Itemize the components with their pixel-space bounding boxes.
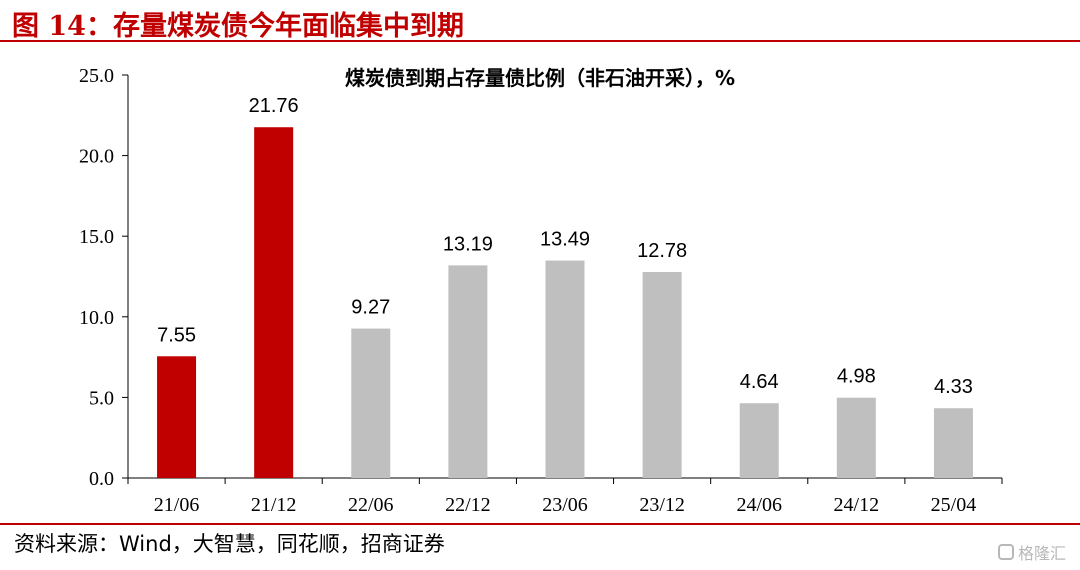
- data-label: 21.76: [249, 95, 299, 117]
- data-label: 4.64: [740, 371, 779, 393]
- y-tick-label: 0.0: [89, 468, 114, 490]
- x-tick-label: 23/12: [639, 494, 685, 516]
- source-note: 资料来源：Wind，大智慧，同花顺，招商证券: [14, 532, 445, 556]
- chart-title: 煤炭债到期占存量债比例（非石油开采），%: [345, 66, 735, 90]
- data-label: 9.27: [351, 297, 390, 319]
- title-divider: [0, 40, 1080, 42]
- bar: [157, 356, 197, 478]
- source-divider: [0, 523, 1080, 525]
- bar: [351, 328, 391, 478]
- data-label: 4.33: [934, 376, 973, 398]
- y-tick-label: 10.0: [79, 307, 114, 329]
- y-tick-label: 15.0: [79, 226, 114, 248]
- data-label: 13.19: [443, 233, 493, 255]
- y-tick-label: 25.0: [79, 65, 114, 87]
- bar: [254, 127, 294, 479]
- data-label: 12.78: [637, 240, 687, 262]
- data-label: 7.55: [157, 324, 196, 346]
- x-tick-label: 21/06: [154, 494, 200, 516]
- data-label: 13.49: [540, 229, 590, 251]
- x-tick-label: 22/12: [445, 494, 491, 516]
- figure-title: 图 14：存量煤炭债今年面临集中到期: [12, 11, 464, 42]
- plot-area: 0.0 5.0 10.0 15.0 20.0 25.0 7.55 21/06 21.76 21/1…: [79, 65, 1003, 516]
- bar: [933, 408, 973, 478]
- y-tick-label: 20.0: [79, 146, 114, 168]
- bar: [448, 265, 488, 478]
- watermark: 格隆汇: [997, 540, 1066, 564]
- x-tick-label: 24/12: [834, 494, 880, 516]
- bar: [739, 403, 779, 478]
- x-tick-label: 21/12: [251, 494, 297, 516]
- bar: [836, 397, 876, 478]
- x-tick-label: 24/06: [736, 494, 782, 516]
- bar: [545, 260, 585, 478]
- y-tick-label: 5.0: [89, 387, 114, 409]
- bar-chart: 煤炭债到期占存量债比例（非石油开采），% 0.0 5.0 10.0 15.0 20.0 2…: [79, 65, 1003, 516]
- x-tick-label: 23/06: [542, 494, 588, 516]
- x-tick-label: 22/06: [348, 494, 394, 516]
- bar: [642, 271, 682, 478]
- data-label: 4.98: [837, 366, 876, 388]
- watermark-logo-icon: [997, 544, 1014, 560]
- watermark-text: 格隆汇: [1017, 544, 1066, 563]
- x-tick-label: 25/04: [931, 494, 977, 516]
